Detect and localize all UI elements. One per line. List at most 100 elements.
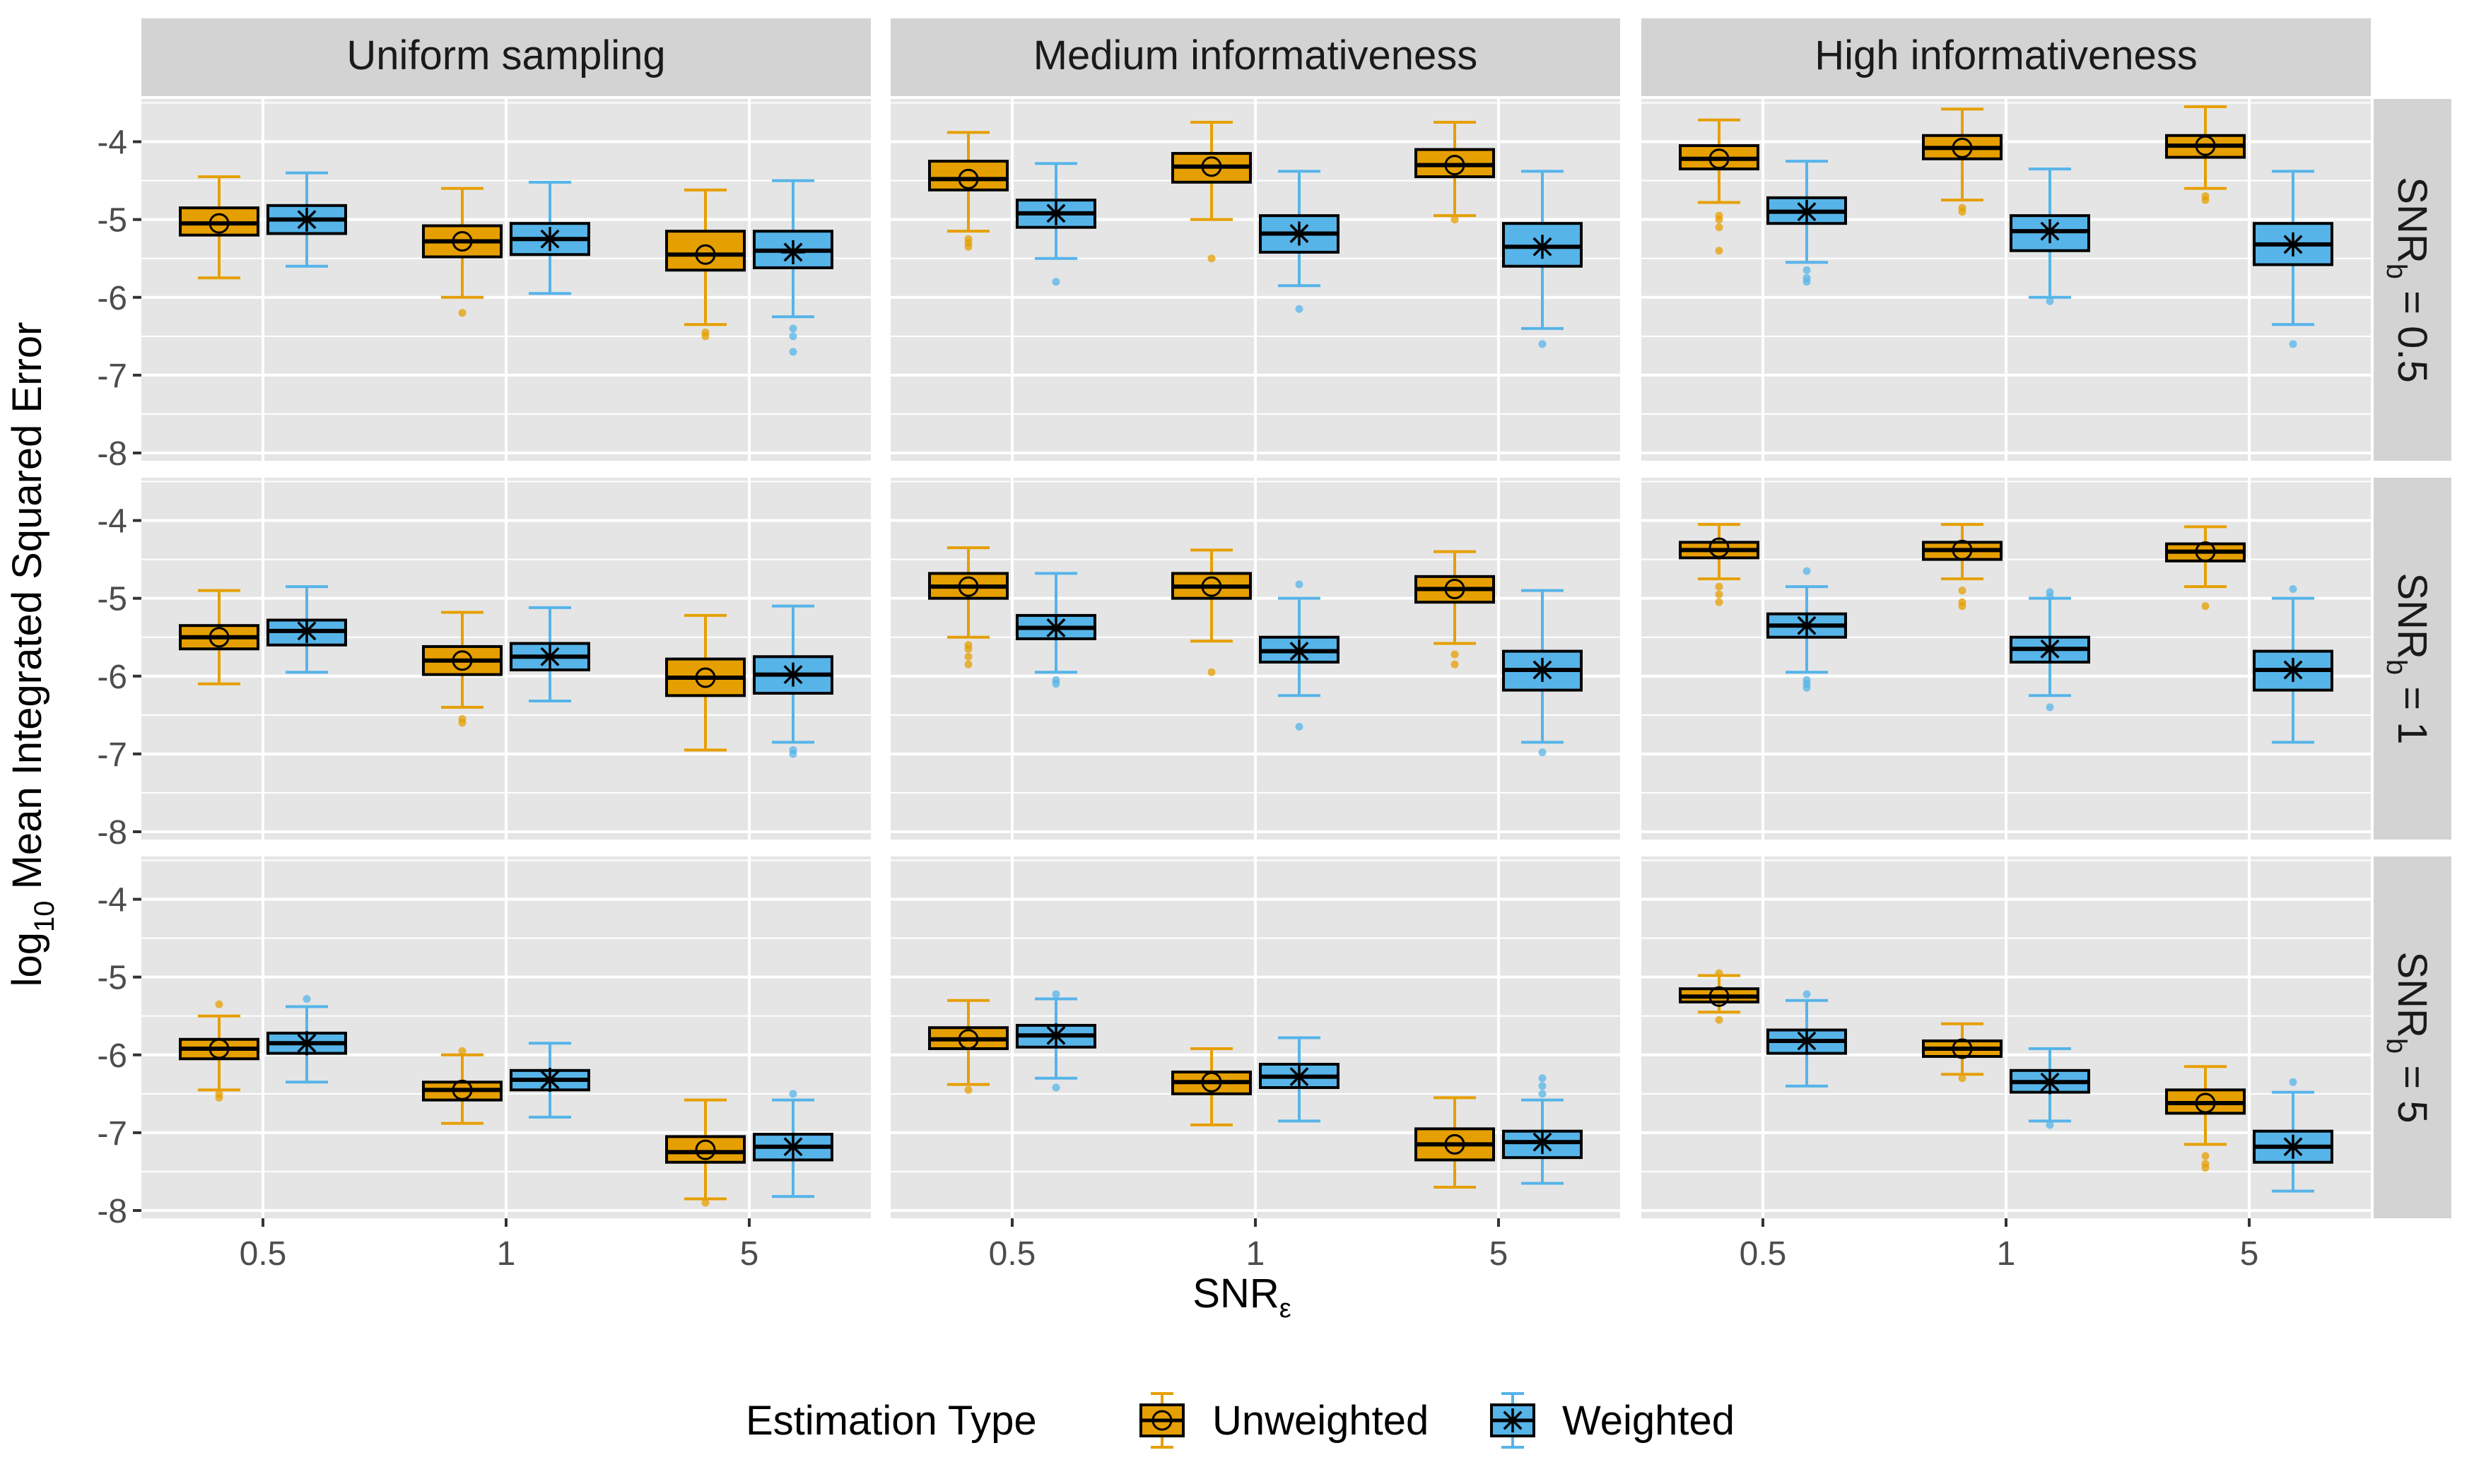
mean-marker-circle	[1444, 1133, 1465, 1155]
legend-label-unweighted: Unweighted	[1212, 1398, 1429, 1444]
strip-row-bg	[2374, 856, 2451, 1218]
strip-col-label: High informativeness	[1815, 33, 2198, 78]
box-unweighted	[1414, 1096, 1495, 1189]
mean-marker-star-d2	[1289, 1067, 1309, 1087]
mean-marker-star-d2	[540, 229, 560, 249]
mean-marker-circle	[2195, 135, 2216, 156]
mean-marker-circle	[1708, 986, 1730, 1007]
outlier-point	[964, 660, 973, 669]
mean-marker-circle	[1201, 1071, 1222, 1093]
box-unweighted	[665, 1098, 746, 1207]
strip-row-suffix: = 0.5	[2389, 279, 2435, 383]
mean-marker-circle	[958, 1029, 979, 1050]
box-unweighted	[1171, 1047, 1252, 1126]
outlier-point	[1052, 1083, 1060, 1092]
outlier-point	[1295, 580, 1303, 589]
legend-label-weighted: Weighted	[1562, 1398, 1735, 1444]
mean-marker-star-d2	[297, 1033, 317, 1053]
strip-row-prefix: SNR	[2389, 572, 2435, 659]
box-weighted	[2253, 170, 2333, 348]
facet-panel	[1641, 478, 2371, 840]
facet-panel	[141, 478, 871, 840]
mean-marker-circle	[695, 1139, 716, 1160]
outlier-point	[789, 348, 797, 356]
y-tick-label: -5	[97, 202, 127, 240]
mean-marker-circle	[695, 244, 716, 265]
outlier-point	[1295, 305, 1303, 313]
panels-layer	[141, 99, 2371, 1218]
outlier-point	[215, 1093, 223, 1102]
outlier-point	[1207, 254, 1216, 263]
outlier-point	[1295, 722, 1303, 731]
box-unweighted	[1922, 107, 2003, 216]
outlier-point	[2289, 1078, 2297, 1086]
y-tick-label: -6	[97, 280, 127, 317]
box-unweighted	[422, 611, 503, 727]
legend-key-circle	[1139, 1392, 1185, 1449]
y-tick-label: -7	[97, 1115, 127, 1153]
box-weighted	[1502, 1074, 1583, 1185]
x-tick-label: 5	[740, 1235, 759, 1273]
strip-col-bg	[891, 18, 1620, 96]
mean-marker-star-d2	[297, 210, 317, 230]
legend-title: Estimation Type	[746, 1398, 1037, 1444]
box-weighted	[510, 180, 590, 295]
outlier-point	[2201, 196, 2210, 204]
outlier-point	[1538, 340, 1547, 348]
mean-marker-circle	[958, 168, 979, 189]
strip-row-sub: b	[2381, 264, 2412, 279]
mean-marker-circle	[2195, 1093, 2216, 1114]
box-unweighted	[2165, 525, 2246, 611]
mean-marker-star-d2	[2283, 660, 2303, 680]
outlier-point	[215, 1000, 223, 1008]
outlier-point	[789, 1090, 797, 1098]
mean-marker-circle	[209, 1038, 230, 1059]
y-axis-title: log10 Mean Integrated Squared Error	[4, 322, 60, 987]
outlier-point	[1715, 223, 1723, 232]
box-weighted	[753, 604, 833, 758]
strip-row-prefix: SNR	[2389, 951, 2435, 1037]
box-weighted	[1766, 160, 1847, 286]
box-unweighted	[1171, 548, 1252, 676]
outlier-point	[303, 994, 311, 1003]
y-tick-label: -7	[97, 736, 127, 774]
box-weighted	[1766, 567, 1847, 692]
outlier-point	[2046, 592, 2054, 601]
mean-marker-star-d2	[1503, 1411, 1523, 1430]
box-unweighted	[1414, 121, 1495, 224]
outlier-point	[1450, 650, 1459, 659]
outlier-point	[2201, 1163, 2210, 1172]
mean-marker-circle	[1708, 148, 1730, 170]
x-axis-title: SNRε	[1192, 1271, 1291, 1324]
mean-marker-circle	[1952, 1038, 1973, 1059]
box-weighted	[753, 179, 833, 356]
strip-row-sub: b	[2381, 1038, 2412, 1054]
outlier-point	[964, 644, 973, 653]
facet-panel	[1641, 99, 2371, 461]
outlier-point	[1715, 582, 1723, 591]
box-iqr	[928, 160, 1009, 192]
mean-marker-star-d2	[1046, 204, 1066, 223]
outlier-point	[1802, 683, 1811, 692]
box-weighted	[2253, 1078, 2333, 1193]
legend-keys	[1139, 1392, 1535, 1449]
strip-col-label: Uniform sampling	[346, 33, 665, 78]
outlier-point	[1052, 278, 1060, 286]
x-tick-label: 0.5	[1740, 1235, 1787, 1273]
strip-col-bg	[141, 18, 871, 96]
box-unweighted	[2165, 105, 2246, 204]
mean-marker-star-d2	[1797, 616, 1817, 635]
outlier-point	[1802, 567, 1811, 575]
mean-marker-circle	[1708, 537, 1730, 558]
box-weighted	[2010, 1047, 2090, 1129]
strip-row-suffix: = 5	[2389, 1054, 2435, 1123]
outlier-point	[458, 719, 467, 727]
box-unweighted	[1679, 523, 1759, 606]
x-tick-label: 0.5	[989, 1235, 1036, 1273]
x-tick-label: 0.5	[240, 1235, 287, 1273]
outlier-point	[1715, 247, 1723, 255]
outlier-point	[1802, 278, 1811, 286]
facet-panel	[891, 99, 1620, 461]
box-weighted	[2253, 584, 2333, 744]
